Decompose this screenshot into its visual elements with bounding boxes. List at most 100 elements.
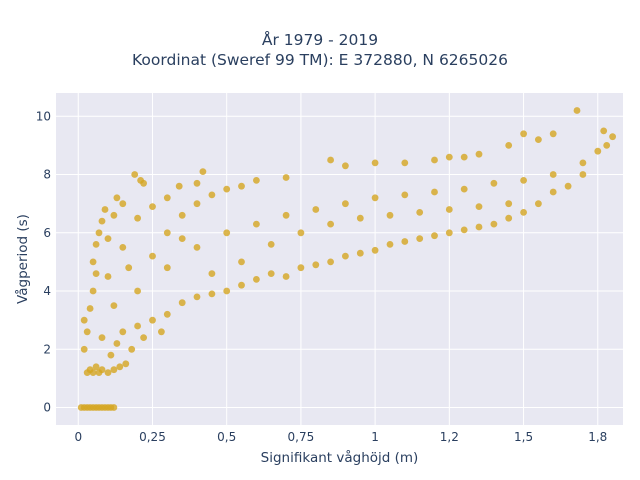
data-point xyxy=(163,194,171,202)
data-point xyxy=(342,252,349,260)
data-point xyxy=(460,226,468,234)
data-point xyxy=(401,159,409,167)
data-point xyxy=(193,293,201,301)
data-point xyxy=(297,229,305,237)
data-point xyxy=(223,229,231,237)
data-point xyxy=(282,273,290,280)
data-point xyxy=(80,316,88,324)
data-point xyxy=(104,369,112,376)
y-tick-label: 4 xyxy=(43,284,51,298)
data-point xyxy=(401,238,409,245)
data-point xyxy=(356,214,364,222)
data-point xyxy=(490,179,498,187)
data-point xyxy=(416,209,424,216)
data-point xyxy=(282,211,290,219)
data-point xyxy=(238,258,245,266)
data-point xyxy=(490,220,498,228)
data-point xyxy=(460,153,468,161)
data-point xyxy=(238,182,245,190)
data-point xyxy=(431,188,438,196)
data-point xyxy=(549,188,557,196)
data-point xyxy=(579,159,587,167)
data-point xyxy=(549,171,557,178)
data-point xyxy=(416,235,424,243)
data-point xyxy=(282,174,290,181)
data-point xyxy=(119,244,127,251)
data-point xyxy=(149,203,156,211)
data-point xyxy=(134,322,142,330)
data-point xyxy=(564,182,572,190)
data-point xyxy=(520,209,527,216)
chart-subtitle: Koordinat (Sweref 99 TM): E 372880, N 62… xyxy=(132,51,508,69)
data-point xyxy=(475,203,483,211)
data-point xyxy=(267,270,275,277)
data-point xyxy=(158,328,165,336)
data-point xyxy=(113,340,121,347)
data-point xyxy=(475,223,483,231)
data-point xyxy=(253,220,260,228)
data-point xyxy=(128,345,136,353)
data-point xyxy=(86,305,94,312)
chart-title: År 1979 - 2019 xyxy=(261,31,379,49)
data-point xyxy=(140,179,148,187)
x-tick-label: 1,5 xyxy=(514,430,533,444)
data-point xyxy=(327,258,334,266)
data-point xyxy=(327,156,334,164)
y-tick-label: 2 xyxy=(43,342,51,356)
data-point xyxy=(445,153,453,161)
data-point xyxy=(92,363,100,371)
data-point xyxy=(312,261,320,269)
data-point xyxy=(431,232,438,240)
data-points xyxy=(77,107,616,411)
data-point xyxy=(83,328,91,336)
data-point xyxy=(223,287,231,295)
x-tick-label: 1,2 xyxy=(440,430,459,444)
data-point xyxy=(98,334,106,341)
data-point xyxy=(600,127,608,135)
data-point xyxy=(505,200,513,208)
data-point xyxy=(238,281,245,289)
data-point xyxy=(342,200,349,208)
data-point xyxy=(297,264,305,272)
x-tick-label: 0 xyxy=(74,430,82,444)
data-point xyxy=(119,328,127,336)
data-point xyxy=(98,217,106,225)
data-point xyxy=(603,142,611,149)
data-point xyxy=(208,270,216,277)
data-point xyxy=(401,191,409,199)
data-point xyxy=(107,351,115,359)
data-point xyxy=(193,244,201,251)
x-tick-label: 0,75 xyxy=(288,430,315,444)
data-point xyxy=(95,229,103,237)
data-point xyxy=(113,194,121,202)
data-point xyxy=(223,185,231,193)
data-point xyxy=(505,214,513,222)
data-point xyxy=(134,287,142,295)
data-point xyxy=(89,258,97,266)
data-point xyxy=(140,334,148,341)
x-tick-label: 1,8 xyxy=(588,430,607,444)
data-point xyxy=(208,290,216,298)
data-point xyxy=(149,316,156,324)
data-point xyxy=(80,345,88,353)
data-point xyxy=(178,211,186,219)
data-point xyxy=(199,168,207,176)
data-point xyxy=(253,177,260,184)
data-point xyxy=(475,150,483,158)
data-point xyxy=(125,264,133,272)
x-tick-label: 1 xyxy=(371,430,379,444)
data-point xyxy=(431,156,438,164)
data-point xyxy=(253,276,260,283)
data-point xyxy=(371,246,379,254)
data-point xyxy=(178,299,186,307)
data-point xyxy=(549,130,557,138)
data-point xyxy=(193,179,201,187)
data-point xyxy=(594,147,602,155)
data-point xyxy=(312,206,320,213)
data-point xyxy=(89,287,97,295)
data-point xyxy=(342,162,349,170)
data-point xyxy=(163,229,171,237)
data-point xyxy=(110,366,118,374)
data-point xyxy=(371,194,379,202)
